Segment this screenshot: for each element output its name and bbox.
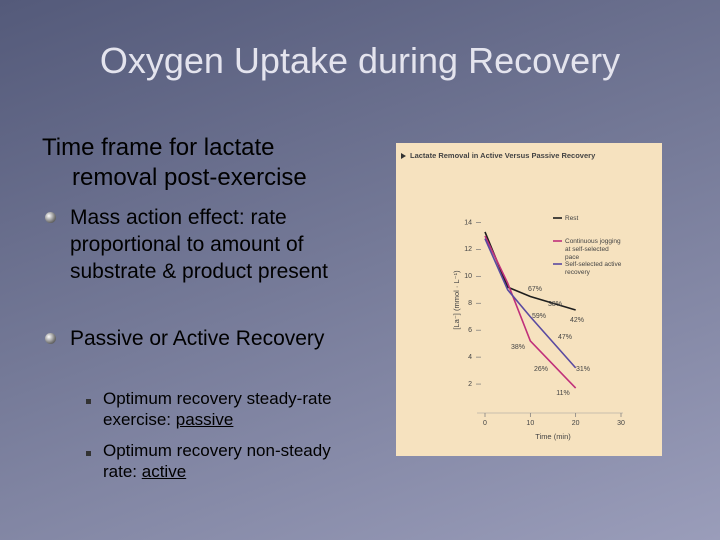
y-axis-label: [La⁻] (mmol · L⁻¹) [452, 270, 461, 330]
figure-title: Lactate Removal in Active Versus Passive… [410, 151, 596, 160]
bullet-icon [45, 333, 56, 344]
annotation: 31% [576, 366, 590, 373]
series-line [484, 238, 577, 369]
heading: Time frame for lactate removal post-exer… [42, 134, 307, 191]
x-tick-label: 10 [526, 420, 534, 427]
legend-label: Self-selected active recovery [565, 261, 622, 276]
annotation: 42% [570, 317, 584, 324]
x-tick-label: 20 [572, 420, 580, 427]
bullet: Passive or Active Recovery [70, 327, 325, 350]
sub-text: Optimum recovery steady-rate exercise: [103, 389, 332, 429]
x-axis-label: Time (min) [535, 432, 571, 441]
figure-marker [401, 153, 406, 159]
y-tick-label: 2 [468, 381, 472, 388]
annotation: 26% [534, 366, 548, 373]
y-tick-label: 10 [464, 273, 472, 280]
sub-text: Optimum recovery non-steady rate: [103, 441, 331, 481]
annotation: 59% [532, 313, 546, 320]
y-tick-label: 8 [468, 300, 472, 307]
sub-bullet: Optimum recovery non-steady rate: active [103, 440, 368, 482]
sub-bullet-icon [86, 451, 91, 456]
y-tick-label: 6 [468, 327, 472, 334]
series-line [484, 235, 577, 389]
sub-bullet: Optimum recovery steady-rate exercise: p… [103, 388, 368, 430]
slide-title: Oxygen Uptake during Recovery [99, 40, 621, 81]
annotation: 67% [528, 286, 542, 293]
emphasis: active [141, 462, 187, 481]
annotation: 38% [511, 344, 525, 351]
annotation: 11% [556, 390, 570, 397]
annotation: 47% [558, 334, 572, 341]
bullet-icon [45, 212, 56, 223]
legend-label: Rest [565, 215, 579, 222]
annotation: 38% [548, 301, 562, 308]
legend-label: Continuous jogging at self-selected pace [565, 238, 621, 261]
x-tick-label: 0 [483, 420, 487, 427]
x-tick-label: 30 [617, 420, 625, 427]
sub-bullet-icon [86, 399, 91, 404]
emphasis: passive [175, 410, 234, 429]
y-tick-label: 14 [464, 219, 472, 226]
y-tick-label: 12 [464, 246, 472, 253]
bullet: Mass action effect: rate proportional to… [70, 206, 328, 283]
y-tick-label: 4 [468, 354, 472, 361]
figure-panel [396, 143, 662, 456]
